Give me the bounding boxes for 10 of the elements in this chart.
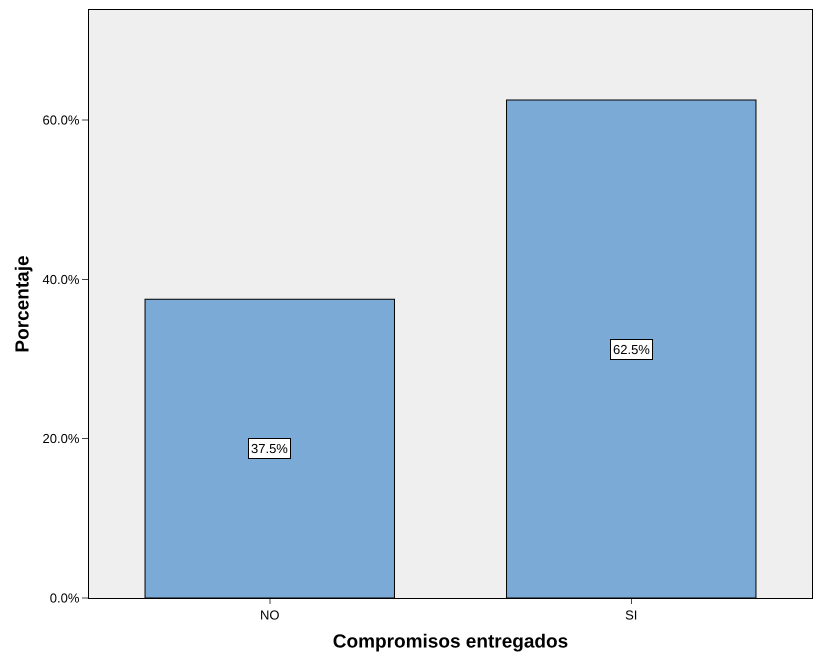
y-axis-title: Porcentaje bbox=[12, 255, 34, 353]
data-label: 37.5% bbox=[251, 441, 288, 456]
y-tick-label: 20.0% bbox=[42, 431, 80, 446]
y-tick-label: 60.0% bbox=[42, 112, 80, 128]
x-tick-label: NO bbox=[260, 608, 280, 623]
y-tick-label: 0.0% bbox=[50, 590, 80, 606]
y-tick-label: 40.0% bbox=[42, 272, 80, 287]
x-axis-title: Compromisos entregados bbox=[332, 631, 568, 652]
data-label: 62.5% bbox=[613, 342, 650, 357]
x-tick-label: SI bbox=[625, 608, 638, 623]
